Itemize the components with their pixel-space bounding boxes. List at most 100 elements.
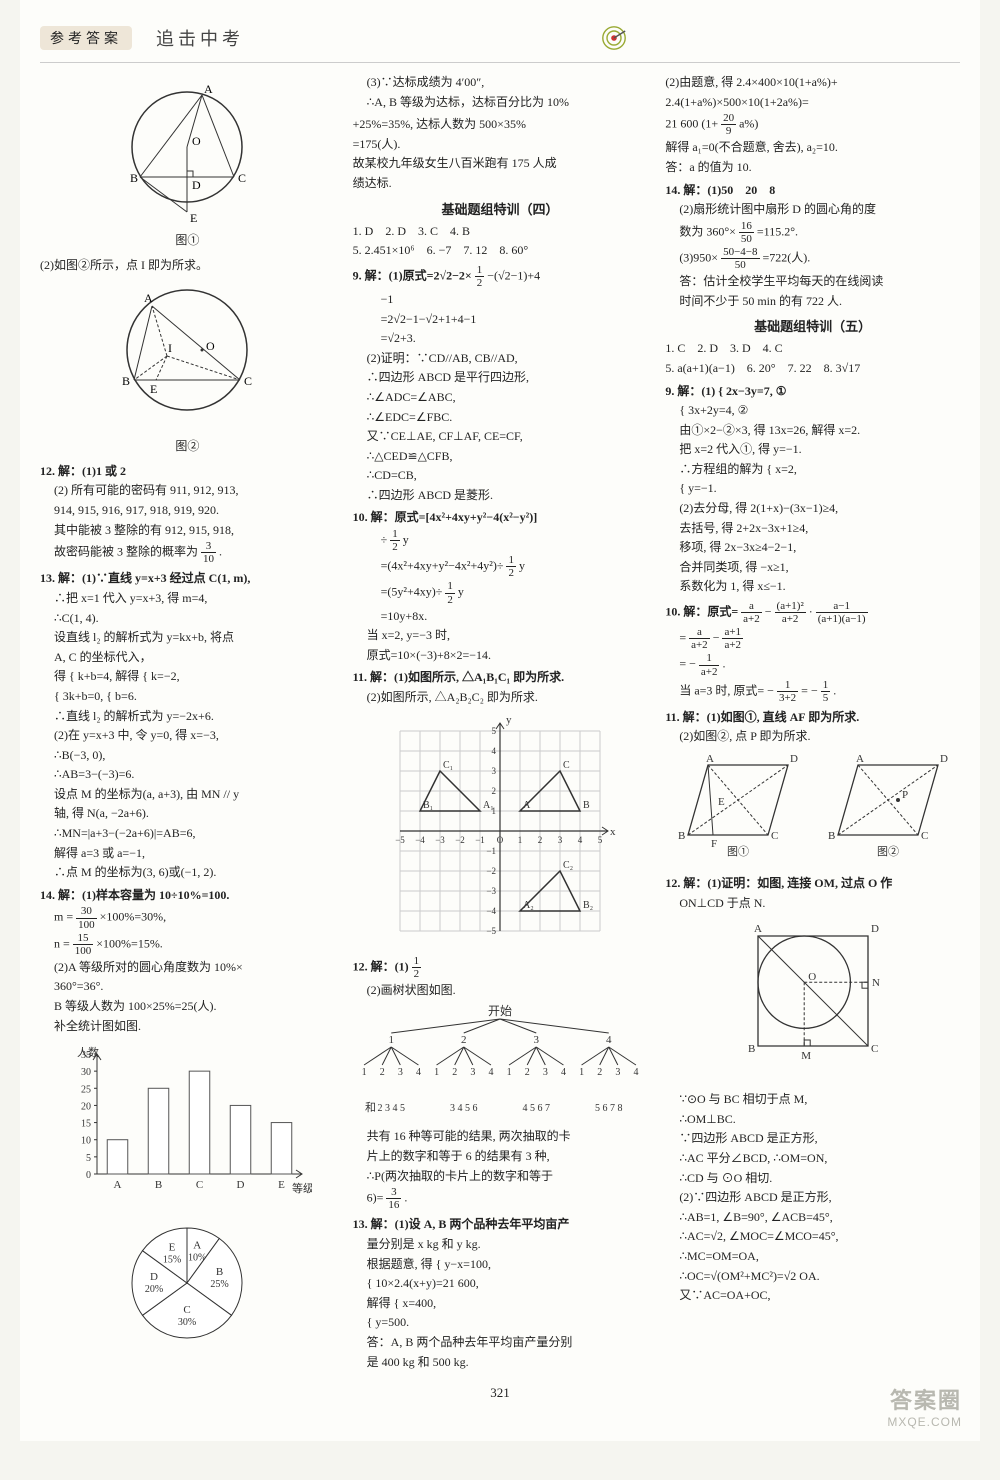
text: (3)950× 50−4−850 =722(人).	[665, 246, 960, 271]
svg-text:3: 3	[470, 1067, 475, 1078]
text: ∴AC 平分∠BCD, ∴OM=ON,	[665, 1149, 960, 1168]
text: 当 a=3 时, 原式= − 13+2 = − 15 .	[665, 679, 960, 704]
q9-head: 9. 解：(1) { 2x−3y=7, ①	[665, 384, 786, 398]
svg-text:C₂: C₂	[563, 860, 573, 871]
svg-text:C: C	[244, 374, 252, 388]
svg-text:1: 1	[434, 1067, 439, 1078]
text: 914, 915, 916, 917, 918, 919, 920.	[40, 501, 335, 520]
text: 又∵AC=OA+OC,	[665, 1286, 960, 1305]
svg-text:B: B	[678, 830, 685, 842]
svg-text:5: 5	[491, 726, 496, 736]
text: A, C 的坐标代入，	[40, 648, 335, 667]
text: 合并同类项, 得 −x≥1,	[665, 558, 960, 577]
svg-text:O: O	[206, 339, 215, 353]
svg-text:D: D	[192, 178, 201, 192]
text: =(5y²+4xy)÷ 12 y	[353, 580, 648, 605]
svg-text:1: 1	[388, 1034, 394, 1046]
fig1-caption: 图①	[40, 231, 335, 250]
svg-text:4: 4	[633, 1067, 638, 1078]
svg-text:−4: −4	[486, 906, 496, 916]
fig-circle-2: A B C E O I 图②	[40, 278, 335, 456]
svg-text:2: 2	[538, 835, 543, 845]
text: ∴四边形 ABCD 是平行四边形,	[353, 368, 648, 387]
svg-text:C: C	[771, 830, 778, 842]
text: (2)画树状图如图.	[353, 981, 648, 1000]
svg-text:D: D	[150, 1271, 158, 1283]
text: ∴直线 l₂ 的解析式为 y=−2x+6.	[40, 707, 335, 726]
svg-text:−3: −3	[435, 835, 445, 845]
text: 原式=10×(−3)+8×2=−14.	[353, 646, 648, 665]
text: ∴方程组的解为 { x=2,	[665, 460, 960, 479]
text: ∴△CED≌△CFB,	[353, 447, 648, 466]
text: ∴把 x=1 代入 y=x+3, 得 m=4,	[40, 589, 335, 608]
text: =175(人).	[353, 135, 648, 154]
q10-head: 10. 解：原式=[4x²+4xy+y²−4(x²−y²)]	[353, 510, 538, 524]
q13-head: 13. 解：(1)∵直线 y=x+3 经过点 C(1, m),	[40, 571, 250, 585]
text: ∴OM⊥BC.	[665, 1110, 960, 1129]
svg-text:25%: 25%	[211, 1279, 229, 1290]
svg-text:E: E	[169, 1242, 176, 1254]
text: −1	[353, 290, 648, 309]
svg-text:C: C	[238, 171, 246, 185]
answers-row: 5. 2.451×10⁶ 6. −7 7. 12 8. 60°	[353, 241, 648, 260]
text: ∴B(−3, 0),	[40, 746, 335, 765]
q13-head: 13. 解：(1)设 A, B 两个品种去年平均亩产	[353, 1217, 570, 1231]
text: { y=500.	[353, 1313, 648, 1332]
svg-text:B₂: B₂	[583, 900, 593, 911]
svg-text:2 3 4 5: 2 3 4 5	[377, 1103, 405, 1114]
svg-text:B: B	[216, 1266, 223, 1278]
text: (2)去分母, 得 2(1+x)−(3x−1)≥4,	[665, 499, 960, 518]
text: 360°=36°.	[40, 977, 335, 996]
text: =10y+8x.	[353, 607, 648, 626]
svg-text:2: 2	[380, 1067, 385, 1078]
target-icon	[600, 24, 628, 52]
text: 绩达标.	[353, 174, 648, 193]
svg-text:开始: 开始	[488, 1004, 512, 1018]
svg-text:C: C	[871, 1043, 878, 1055]
text: (2)A 等级所对的圆心角度数为 10%×	[40, 958, 335, 977]
svg-text:A₂: A₂	[523, 900, 534, 911]
text: 答：A, B 两个品种去年平均亩产量分别	[353, 1333, 648, 1352]
svg-text:−3: −3	[486, 886, 496, 896]
text: 是 400 kg 和 500 kg.	[353, 1353, 648, 1372]
text: =2√2−1−√2+1+4−1	[353, 310, 648, 329]
text: ∴AB=3−(−3)=6.	[40, 765, 335, 784]
svg-text:A: A	[523, 800, 531, 811]
svg-text:C: C	[196, 1179, 203, 1191]
q11-head: 11. 解：(1)如图①, 直线 AF 即为所求.	[665, 710, 859, 724]
svg-text:O: O	[808, 971, 816, 983]
svg-text:F: F	[711, 838, 717, 850]
text: 当 x=2, y=−3 时,	[353, 626, 648, 645]
text: ∴OC=√(OM²+MC²)=√2 OA.	[665, 1267, 960, 1286]
svg-text:4: 4	[606, 1034, 612, 1046]
pie-chart: A10%B25%C30%D20%E15%	[40, 1203, 335, 1363]
text: ∴AC=√2, ∠MOC=∠MCO=45°,	[665, 1227, 960, 1246]
page-number: 321	[40, 1385, 960, 1401]
text: 2.4(1+a%)×500×10(1+2a%)=	[665, 93, 960, 112]
answers-row: 5. a(a+1)(a−1) 6. 20° 7. 22 8. 3√17	[665, 359, 960, 378]
text: (2)如图②, 点 P 即为所求.	[665, 727, 960, 746]
svg-text:5 6 7 8: 5 6 7 8	[595, 1103, 623, 1114]
svg-text:A: A	[706, 753, 714, 765]
text: ∴CD=CB,	[353, 466, 648, 485]
section-4-title: 基础题组特训（四）	[353, 199, 648, 218]
svg-text:N: N	[872, 977, 880, 989]
text: 共有 16 种等可能的结果, 两次抽取的卡	[353, 1127, 648, 1146]
q12-head: 12. 解：(1)证明：如图, 连接 OM, 过点 O 作	[665, 876, 892, 890]
svg-text:B: B	[583, 800, 590, 811]
svg-text:−5: −5	[486, 926, 496, 936]
text: ∵⊙O 与 BC 相切于点 M,	[665, 1090, 960, 1109]
text: ∴点 M 的坐标为(3, 6)或(−1, 2).	[40, 863, 335, 882]
text: ∴C(1, 4).	[40, 609, 335, 628]
text: ∴AB=1, ∠B=90°, ∠ACB=45°,	[665, 1208, 960, 1227]
svg-text:O: O	[192, 134, 201, 148]
text: 数为 360°× 1650 =115.2°.	[665, 220, 960, 245]
svg-text:B: B	[155, 1179, 162, 1191]
text: (2)扇形统计图中扇形 D 的圆心角的度	[665, 200, 960, 219]
svg-text:B: B	[828, 830, 835, 842]
text: 由①×2−②×3, 得 13x=26, 解得 x=2.	[665, 421, 960, 440]
svg-text:4: 4	[561, 1067, 566, 1078]
text: B 等级人数为 100×25%=25(人).	[40, 997, 335, 1016]
text: (2)由题意, 得 2.4×400×10(1+a%)+	[665, 73, 960, 92]
svg-text:−1: −1	[475, 835, 485, 845]
